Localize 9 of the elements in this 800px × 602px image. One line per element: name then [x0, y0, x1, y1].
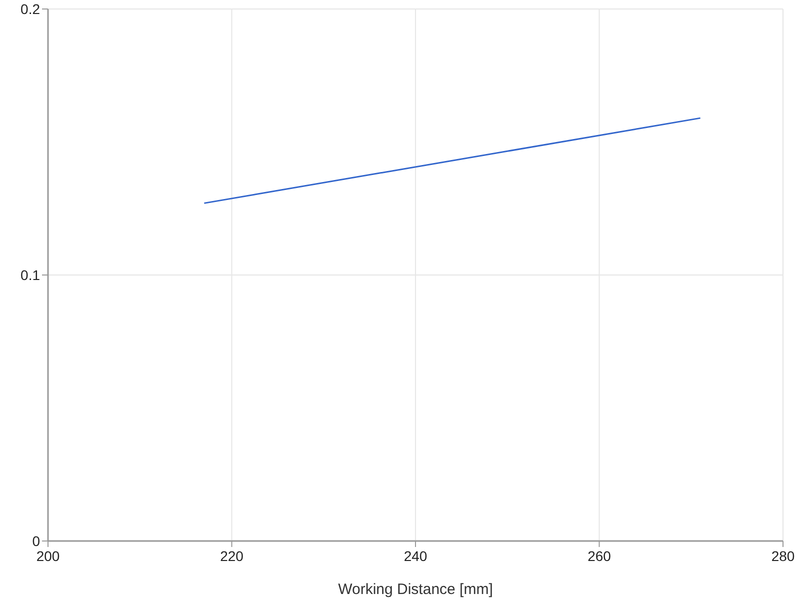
x-tick-label: 280 [771, 548, 795, 564]
x-tick-label: 240 [404, 548, 428, 564]
x-tick-label: 260 [588, 548, 612, 564]
y-tick-label: 0.1 [20, 266, 40, 283]
y-tick-label: 0 [32, 532, 40, 549]
x-axis-title: Working Distance [mm] [338, 581, 493, 598]
x-tick-label: 220 [220, 548, 244, 564]
y-tick-label: 0.2 [20, 0, 40, 17]
x-tick-label: 200 [36, 548, 60, 564]
